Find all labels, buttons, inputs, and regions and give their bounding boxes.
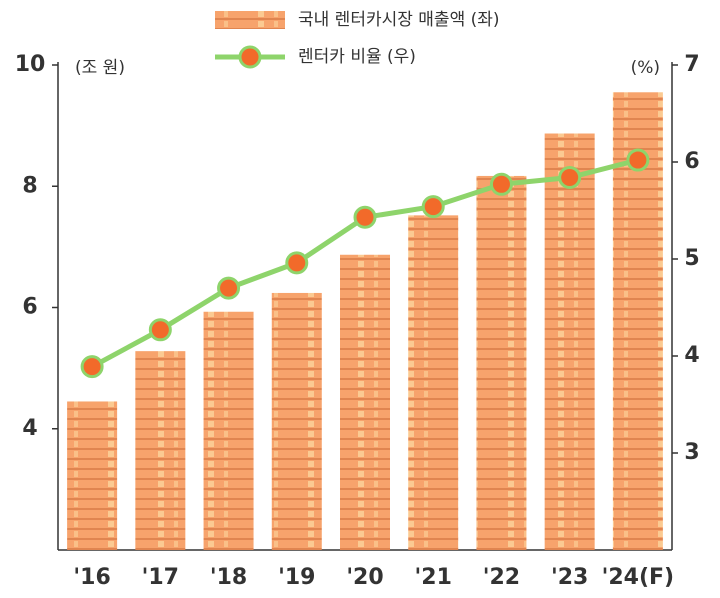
x-tick-label: '17 — [142, 565, 179, 590]
line-marker — [219, 278, 239, 298]
y-tick-label: 10 — [15, 52, 46, 77]
legend-swatch — [240, 47, 260, 67]
bar — [476, 176, 526, 550]
x-tick-label: '24(F) — [602, 565, 675, 590]
x-tick-label: '21 — [415, 565, 452, 590]
x-tick-label: '23 — [551, 565, 588, 590]
y2-tick-label: 5 — [684, 246, 699, 271]
legend-swatch — [215, 11, 285, 29]
y-tick-label: 4 — [22, 416, 37, 441]
bar — [67, 401, 117, 550]
x-tick-label: '22 — [483, 565, 520, 590]
x-tick-label: '20 — [346, 565, 383, 590]
bar — [135, 351, 185, 550]
y-tick-label: 8 — [22, 173, 37, 198]
y2-tick-label: 3 — [684, 440, 699, 465]
x-tick-label: '18 — [210, 565, 247, 590]
line-marker — [560, 168, 580, 188]
legend-label: 국내 렌터카시장 매출액 (좌) — [298, 10, 500, 30]
line-marker — [82, 357, 102, 377]
line-marker — [423, 197, 443, 217]
y2-tick-label: 6 — [684, 149, 699, 174]
line-marker — [150, 320, 170, 340]
y-unit-label: (조 원) — [75, 58, 125, 78]
chart: (조 원) (%) 4 6 8 10 3 4 5 6 7 '16 '17 '18 '19 '20 '21 '2… — [0, 0, 720, 594]
bar — [340, 255, 390, 550]
bar — [272, 293, 322, 550]
line-marker — [287, 253, 307, 273]
y2-unit-label: (%) — [631, 58, 660, 78]
y2-tick-label: 4 — [684, 343, 699, 368]
bar — [204, 312, 254, 550]
line-marker — [628, 150, 648, 170]
x-tick-label: '16 — [73, 565, 110, 590]
bar — [408, 215, 458, 550]
line-marker — [355, 207, 375, 227]
bar — [545, 134, 595, 550]
legend-label: 렌터카 비율 (우) — [298, 47, 416, 67]
x-tick-label: '19 — [278, 565, 315, 590]
y-tick-label: 6 — [22, 295, 37, 320]
y2-tick-label: 7 — [684, 52, 699, 77]
line-marker — [491, 174, 511, 194]
